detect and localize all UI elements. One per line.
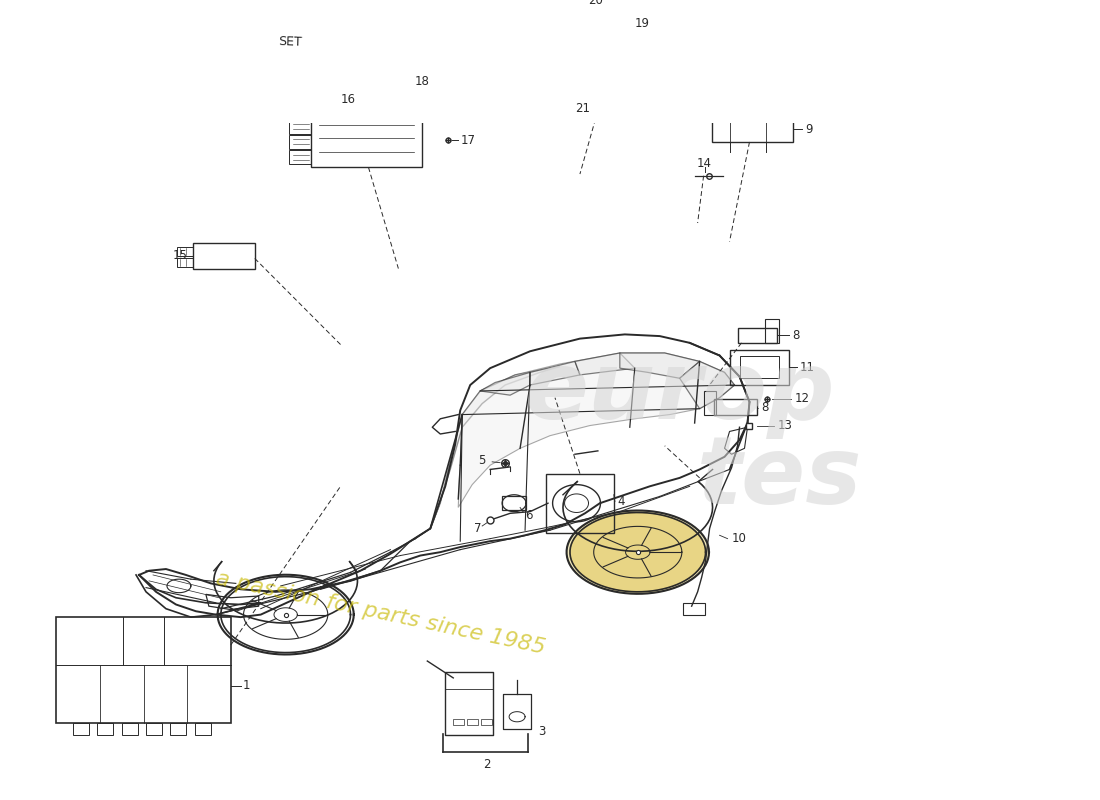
Polygon shape xyxy=(430,366,560,529)
Polygon shape xyxy=(481,372,530,395)
Bar xyxy=(192,243,255,269)
Bar xyxy=(170,722,186,735)
Text: 2: 2 xyxy=(483,758,491,771)
Bar xyxy=(288,150,310,164)
Bar xyxy=(122,722,138,735)
Text: tes: tes xyxy=(696,432,862,524)
Bar xyxy=(56,617,231,722)
Text: 18: 18 xyxy=(415,74,430,88)
Text: 6: 6 xyxy=(525,509,532,522)
Bar xyxy=(502,497,526,510)
Text: 22: 22 xyxy=(296,0,311,3)
Bar xyxy=(177,247,192,256)
Text: 21: 21 xyxy=(575,102,590,114)
Text: 8: 8 xyxy=(792,329,800,342)
Bar xyxy=(503,694,531,730)
Text: 3: 3 xyxy=(538,726,546,738)
Bar xyxy=(739,356,780,378)
Text: 20: 20 xyxy=(588,0,603,6)
Text: 15: 15 xyxy=(173,250,188,262)
Polygon shape xyxy=(575,353,635,375)
Text: 19: 19 xyxy=(635,18,650,30)
Bar xyxy=(481,719,492,725)
Text: 12: 12 xyxy=(794,392,810,405)
Polygon shape xyxy=(680,362,735,409)
Bar xyxy=(729,350,790,385)
Bar xyxy=(683,602,705,614)
Bar xyxy=(288,120,310,134)
Bar xyxy=(737,328,778,343)
Polygon shape xyxy=(570,513,705,592)
Bar xyxy=(704,391,716,414)
Bar xyxy=(408,37,433,69)
Bar xyxy=(195,722,211,735)
Text: 4: 4 xyxy=(618,495,625,508)
Text: 7: 7 xyxy=(474,522,482,535)
Bar xyxy=(310,113,422,167)
Text: 11: 11 xyxy=(800,361,814,374)
Bar xyxy=(766,319,780,343)
Bar xyxy=(177,258,192,267)
Bar xyxy=(453,719,464,725)
Text: 10: 10 xyxy=(732,532,747,545)
Text: 16: 16 xyxy=(341,94,355,106)
Bar xyxy=(468,719,478,725)
Bar xyxy=(446,672,493,735)
Polygon shape xyxy=(459,353,735,507)
Bar xyxy=(714,399,758,414)
Bar xyxy=(546,474,614,533)
Text: 5: 5 xyxy=(477,454,485,467)
Text: 13: 13 xyxy=(778,419,792,432)
Bar xyxy=(146,722,162,735)
Bar xyxy=(73,722,89,735)
Bar xyxy=(97,722,113,735)
Text: 17: 17 xyxy=(460,134,475,146)
Text: a passion for parts since 1985: a passion for parts since 1985 xyxy=(213,568,547,658)
Text: europ: europ xyxy=(525,347,835,439)
Bar xyxy=(712,117,793,142)
Bar xyxy=(363,22,400,73)
Bar xyxy=(288,135,310,149)
Polygon shape xyxy=(566,510,710,594)
Text: SET: SET xyxy=(278,34,303,49)
Bar xyxy=(560,96,643,115)
Polygon shape xyxy=(530,362,580,385)
Bar xyxy=(605,15,635,36)
Text: 1: 1 xyxy=(243,679,251,692)
Text: 9: 9 xyxy=(805,122,813,136)
Text: 8: 8 xyxy=(761,402,769,414)
Polygon shape xyxy=(619,353,700,378)
Text: 14: 14 xyxy=(697,158,712,170)
Bar xyxy=(548,36,656,96)
